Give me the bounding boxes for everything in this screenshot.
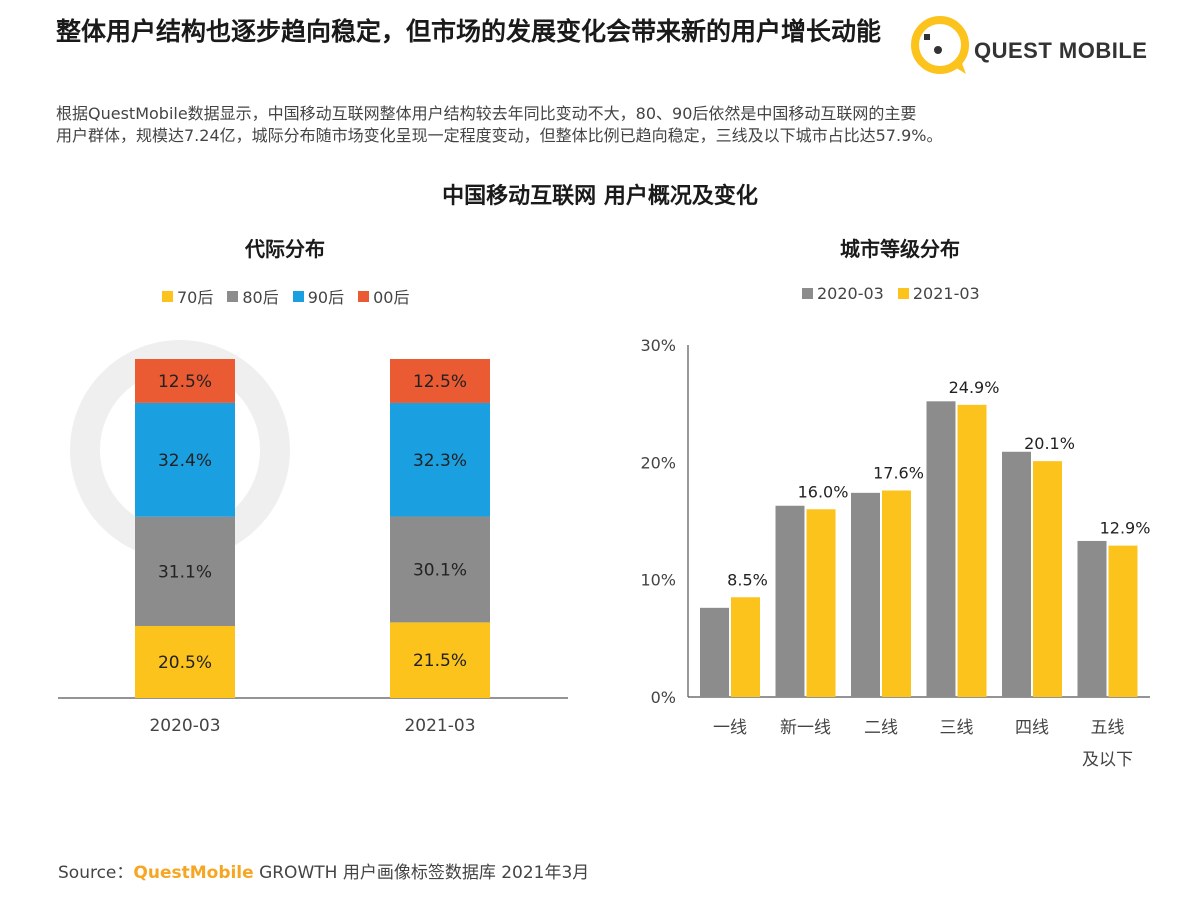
city-bar bbox=[1033, 461, 1062, 697]
segment-value-label: 32.3% bbox=[413, 451, 467, 471]
city-bar bbox=[806, 509, 836, 697]
legend-swatch bbox=[897, 288, 909, 299]
legend-swatch bbox=[227, 290, 239, 302]
stacked-bar-segment bbox=[390, 622, 490, 698]
legend-item-2020: 2020-03 bbox=[802, 284, 884, 303]
source-prefix: Source： bbox=[58, 863, 134, 883]
segment-value-label: 21.5% bbox=[413, 651, 467, 671]
city-bar bbox=[882, 490, 911, 697]
x-tick-label: 二线 bbox=[864, 718, 898, 738]
segment-value-label: 32.4% bbox=[158, 451, 212, 471]
legend-label: 00后 bbox=[373, 288, 410, 307]
legend-item-2021: 2021-03 bbox=[897, 284, 980, 303]
stacked-bar-segment bbox=[135, 359, 235, 403]
questmobile-logo: QUEST MOBILE bbox=[908, 14, 1158, 78]
x-tick-label: 一线 bbox=[713, 718, 747, 738]
y-tick-label: 0% bbox=[651, 688, 676, 707]
legend-label: 2021-03 bbox=[912, 284, 980, 303]
segment-value-label: 30.1% bbox=[413, 560, 467, 580]
legend-label: 90后 bbox=[307, 288, 345, 307]
data-value-label: 20.1% bbox=[1024, 434, 1075, 453]
right-chart-title: 城市等级分布 bbox=[840, 237, 960, 261]
segment-value-label: 12.5% bbox=[158, 372, 212, 392]
city-bar bbox=[1108, 545, 1138, 697]
segment-value-label: 31.1% bbox=[158, 562, 212, 582]
legend-label: 80后 bbox=[242, 288, 279, 307]
source-note: Source：QuestMobile GROWTH 用户画像标签数据库 2021… bbox=[58, 858, 589, 883]
data-value-label: 8.5% bbox=[727, 570, 768, 589]
city-bar bbox=[700, 607, 729, 697]
x-tick-label: 及以下 bbox=[1082, 750, 1133, 770]
city-bar bbox=[1002, 451, 1031, 697]
legend-item-00: 00后 bbox=[358, 284, 410, 308]
stacked-bar-segment bbox=[390, 402, 490, 517]
logo-text: QUEST MOBILE bbox=[974, 38, 1148, 63]
legend-item-70: 70后 bbox=[162, 284, 213, 308]
stacked-bar-segment bbox=[135, 516, 235, 626]
city-bar bbox=[775, 505, 805, 697]
data-value-label: 17.6% bbox=[873, 463, 924, 482]
legend-swatch bbox=[292, 290, 304, 302]
description-line: 用户群体，规模达7.24亿，城际分布随市场变化呈现一定程度变动，但整体比例已趋向… bbox=[56, 126, 943, 145]
data-value-label: 24.9% bbox=[949, 378, 1000, 397]
legend-swatch bbox=[358, 290, 370, 302]
y-tick-label: 20% bbox=[640, 453, 676, 472]
description: 根据QuestMobile数据显示，中国移动互联网整体用户结构较去年同比变动不大… bbox=[56, 103, 1166, 147]
y-tick-label: 30% bbox=[640, 336, 676, 355]
city-bar bbox=[926, 401, 956, 697]
left-chart-title: 代际分布 bbox=[245, 237, 325, 261]
segment-value-label: 12.5% bbox=[413, 372, 467, 392]
city-bar bbox=[1077, 540, 1107, 697]
stacked-bar-segment bbox=[390, 359, 490, 403]
stacked-bar-segment bbox=[135, 625, 235, 698]
legend-label: 2020-03 bbox=[817, 284, 884, 303]
legend-item-90: 90后 bbox=[292, 284, 345, 308]
description-line: 根据QuestMobile数据显示，中国移动互联网整体用户结构较去年同比变动不大… bbox=[56, 104, 917, 123]
legend-swatch bbox=[162, 290, 173, 302]
legend-item-80: 80后 bbox=[227, 284, 279, 308]
x-tick-label: 三线 bbox=[940, 718, 974, 738]
chart-main-title: 中国移动互联网 用户概况及变化 bbox=[442, 184, 758, 209]
stacked-bar-segment bbox=[390, 516, 490, 623]
city-bar bbox=[957, 404, 987, 697]
legend-swatch bbox=[802, 288, 813, 299]
segment-value-label: 20.5% bbox=[158, 653, 212, 673]
source-brand: QuestMobile bbox=[133, 863, 254, 883]
left-legend: 70后 80后 90后 00后 bbox=[162, 284, 410, 308]
y-tick-label: 10% bbox=[640, 571, 676, 590]
right-legend: 2020-03 2021-03 bbox=[802, 284, 980, 303]
city-bar bbox=[851, 492, 880, 697]
data-value-label: 12.9% bbox=[1100, 519, 1151, 538]
page-title: 整体用户结构也逐步趋向稳定，但市场的发展变化会带来新的用户增长动能 bbox=[56, 17, 882, 46]
city-bar bbox=[731, 597, 760, 697]
x-tick-label: 2021-03 bbox=[404, 716, 475, 736]
source-suffix: GROWTH 用户画像标签数据库 2021年3月 bbox=[253, 863, 590, 883]
data-value-label: 16.0% bbox=[798, 482, 849, 501]
x-tick-label: 新一线 bbox=[780, 718, 831, 738]
x-tick-label: 2020-03 bbox=[149, 716, 220, 736]
legend-label: 70后 bbox=[177, 288, 214, 307]
logo-icon bbox=[911, 16, 969, 74]
stacked-bar-segment bbox=[135, 402, 235, 517]
x-tick-label: 四线 bbox=[1015, 718, 1049, 738]
x-tick-label: 五线 bbox=[1091, 718, 1125, 738]
